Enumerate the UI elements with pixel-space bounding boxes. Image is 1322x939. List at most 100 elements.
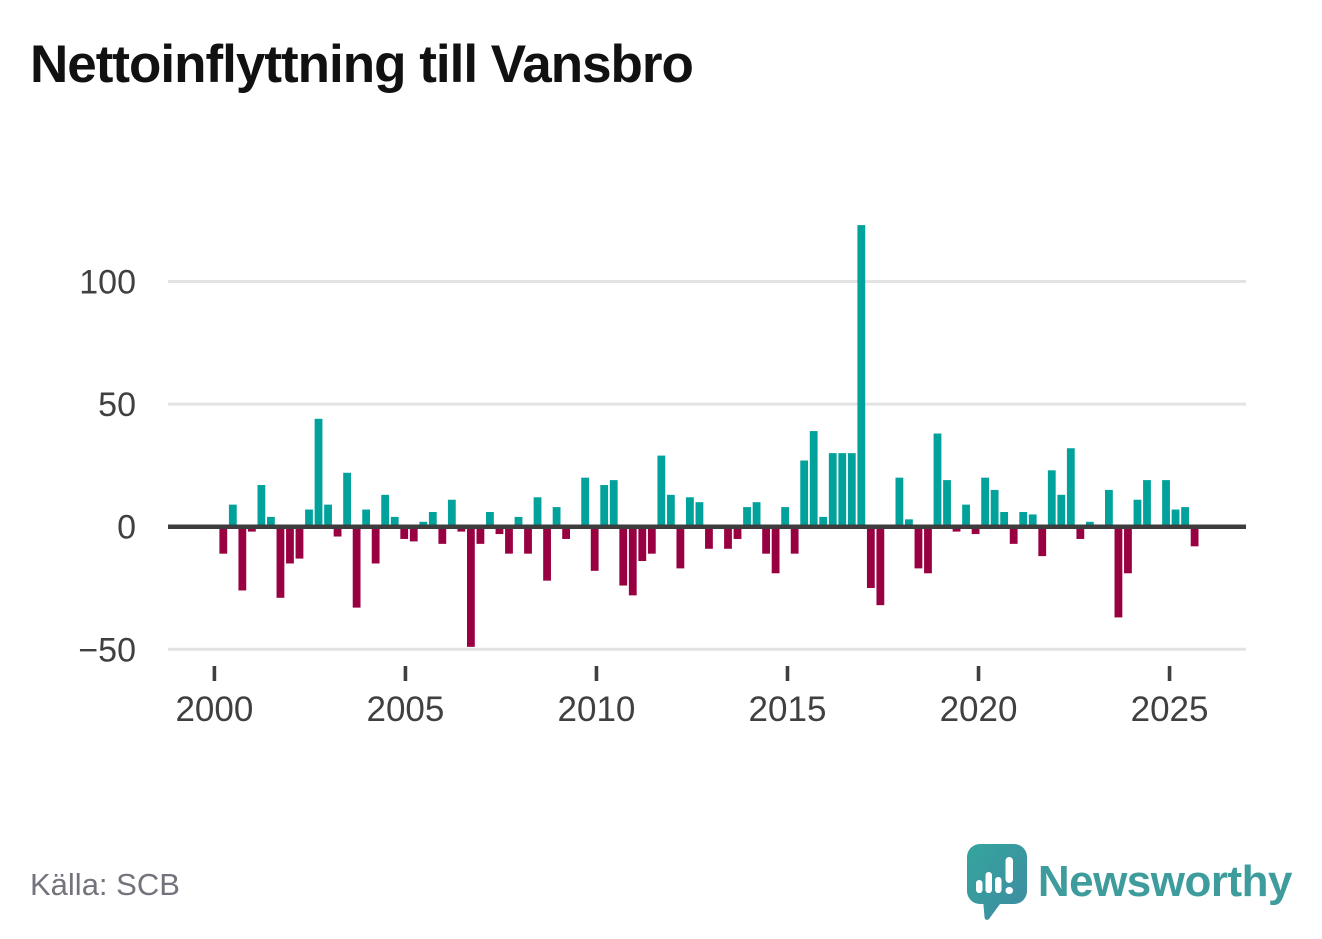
bar-2019-Q1: [943, 480, 951, 527]
bar-2012-Q3: [695, 502, 704, 527]
bar-2010-Q4: [628, 526, 637, 596]
bar-2020-Q4: [1009, 526, 1018, 544]
bar-2002-Q2: [305, 509, 313, 527]
bar-2011-Q2: [647, 526, 656, 554]
bar-2024-Q2: [1143, 480, 1151, 527]
bar-2018-Q3: [924, 526, 932, 574]
bar-2011-Q3: [657, 455, 666, 527]
bar-2021-Q3: [1038, 526, 1047, 557]
bar-2009-Q1: [562, 526, 571, 539]
bar-2000-Q4: [247, 526, 256, 532]
bar-2022-Q4: [1085, 521, 1094, 527]
bar-2000-Q3: [238, 526, 247, 591]
bar-2006-Q2: [457, 526, 466, 532]
bar-2012-Q1: [676, 526, 685, 569]
x-tick-label: 2005: [366, 690, 444, 729]
bar-2021-Q2: [1028, 514, 1037, 527]
bar-2005-Q1: [409, 526, 418, 542]
bar-2007-Q3: [505, 526, 513, 554]
bar-2008-Q3: [543, 526, 551, 581]
x-tick-label: 2010: [558, 690, 636, 729]
bar-2002-Q3: [314, 418, 323, 527]
source-label: Källa: SCB: [30, 867, 180, 902]
x-tick-label: 2000: [175, 690, 253, 729]
bar-2004-Q3: [390, 516, 399, 527]
bar-2011-Q4: [666, 494, 675, 527]
bar-2015-Q4: [819, 516, 828, 527]
bar-2003-Q2: [343, 472, 351, 527]
bar-2003-Q1: [333, 526, 342, 537]
bar-2015-Q3: [809, 431, 818, 527]
bar-2005-Q3: [428, 511, 437, 527]
x-tick-label: 2015: [749, 690, 827, 729]
bar-2025-Q2: [1181, 507, 1189, 527]
bar-2023-Q4: [1124, 526, 1132, 574]
bar-2005-Q2: [419, 521, 428, 527]
bar-2025-Q3: [1190, 526, 1199, 547]
brand-footer: Newsworthy: [966, 843, 1293, 921]
bar-2009-Q4: [590, 526, 599, 571]
x-tick-label: 2020: [940, 690, 1018, 729]
bar-2015-Q2: [800, 460, 809, 527]
bar-2007-Q1: [486, 511, 494, 527]
bar-2021-Q1: [1019, 511, 1028, 527]
bar-2006-Q4: [476, 526, 485, 544]
bar-2013-Q3: [733, 526, 742, 539]
bar-2000-Q2: [228, 504, 237, 527]
y-tick-label: 0: [117, 509, 136, 547]
bar-2014-Q4: [781, 507, 790, 527]
bar-2001-Q2: [267, 516, 275, 527]
bar-2014-Q3: [771, 526, 780, 574]
bar-2010-Q3: [619, 526, 628, 586]
bar-2007-Q2: [495, 526, 504, 535]
bar-2008-Q1: [524, 526, 532, 554]
bar-2025-Q1: [1171, 509, 1180, 527]
bar-2004-Q4: [400, 526, 409, 539]
bar-2016-Q1: [828, 453, 837, 527]
bar-2016-Q2: [838, 453, 847, 527]
bar-2022-Q2: [1066, 448, 1075, 527]
bar-2004-Q2: [381, 494, 390, 527]
bar-2019-Q3: [962, 504, 970, 527]
bar-2001-Q1: [257, 485, 266, 527]
bar-2022-Q3: [1076, 526, 1085, 539]
bar-2009-Q3: [581, 477, 590, 527]
y-tick-label: 50: [98, 386, 136, 424]
bar-2024-Q1: [1133, 499, 1142, 527]
bar-2013-Q2: [724, 526, 732, 549]
y-tick-label: 100: [79, 264, 136, 302]
bar-2018-Q1: [905, 519, 913, 527]
bar-2010-Q1: [600, 485, 609, 527]
bar-2006-Q1: [447, 499, 456, 527]
bar-2019-Q4: [971, 526, 980, 535]
bar-2007-Q4: [514, 516, 523, 527]
bar-2012-Q4: [705, 526, 713, 549]
bar-2019-Q2: [952, 526, 961, 532]
newsworthy-logo-icon: [966, 844, 1027, 920]
bar-2001-Q3: [276, 526, 285, 598]
chart-title: Nettoinflyttning till Vansbro: [30, 35, 694, 94]
bar-2017-Q1: [866, 526, 875, 588]
bar-2013-Q4: [743, 507, 751, 527]
bar-2017-Q4: [895, 477, 904, 527]
bar-2024-Q4: [1162, 480, 1170, 527]
bar-2014-Q2: [762, 526, 770, 554]
bar-2020-Q3: [1000, 511, 1009, 527]
bar-2015-Q1: [790, 526, 799, 554]
bar-2023-Q3: [1114, 526, 1123, 618]
bar-2008-Q2: [533, 497, 542, 527]
bar-2011-Q1: [638, 526, 647, 562]
bar-2023-Q2: [1105, 489, 1113, 527]
bar-2002-Q4: [324, 504, 332, 527]
bar-2008-Q4: [552, 507, 561, 527]
bar-2003-Q4: [362, 509, 371, 527]
bar-2020-Q1: [981, 477, 990, 527]
bar-2018-Q4: [933, 433, 942, 527]
bar-2002-Q1: [295, 526, 304, 559]
bar-2016-Q3: [847, 453, 856, 527]
bar-2005-Q4: [438, 526, 447, 544]
bar-2001-Q4: [286, 526, 294, 564]
bar-2016-Q4: [857, 225, 866, 527]
bar-2010-Q2: [609, 480, 618, 527]
